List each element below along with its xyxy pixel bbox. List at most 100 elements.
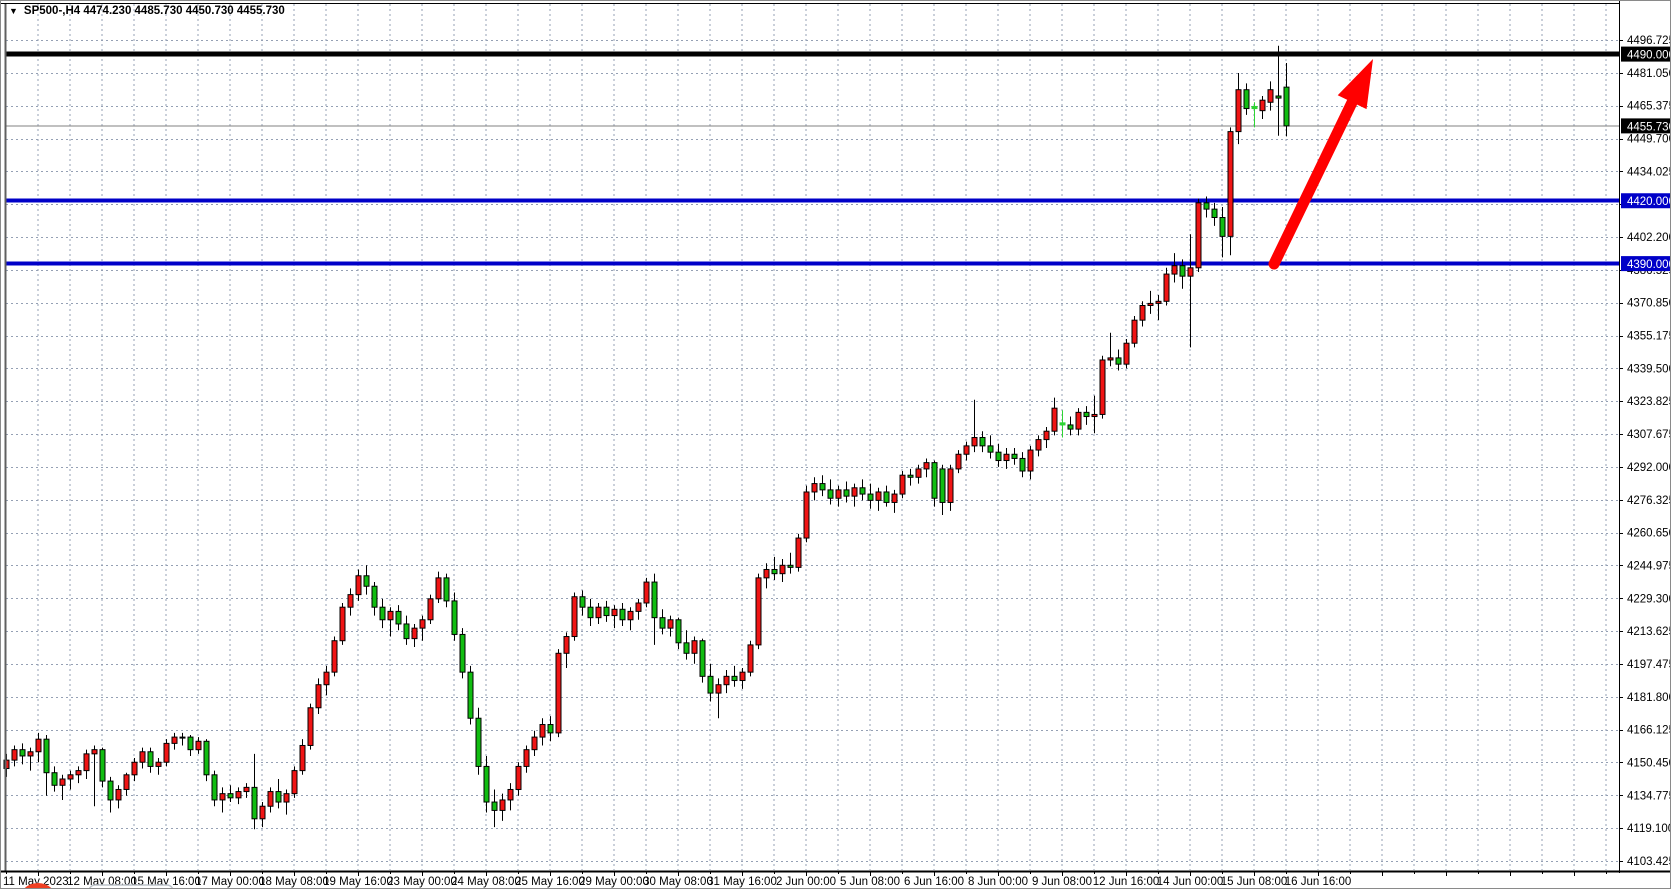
price-badge — [1621, 193, 1670, 209]
price-badge — [1621, 46, 1670, 62]
price-axis-label: 4181.800 — [1627, 692, 1671, 704]
candle-body — [203, 740, 210, 776]
candle-body — [971, 436, 978, 447]
candle-body — [515, 765, 522, 790]
candle-body — [1219, 217, 1226, 237]
candle-body — [1059, 422, 1066, 426]
candle-body — [1235, 89, 1242, 133]
candle-body — [931, 462, 938, 499]
price-axis-label: 4276.325 — [1627, 495, 1671, 507]
price-axis-label: 4355.175 — [1627, 331, 1671, 343]
candle-body — [891, 493, 898, 503]
axis-ticks — [6, 40, 1623, 876]
time-axis-label: 24 May 08:00 — [451, 876, 521, 888]
candle-body — [1259, 99, 1266, 112]
candle-body — [1123, 342, 1130, 365]
candle-body — [19, 749, 26, 757]
candle-body — [499, 799, 506, 811]
price-axis-label: 4307.675 — [1627, 429, 1671, 441]
price-badge-label: 4490.000 — [1627, 50, 1671, 62]
candle-body — [915, 468, 922, 478]
candle-body — [1115, 357, 1122, 365]
candle-body — [323, 671, 330, 686]
candle-body — [643, 581, 650, 604]
candle-body — [899, 474, 906, 495]
candle-body — [1267, 89, 1274, 103]
price-axis-label: 4213.625 — [1627, 626, 1671, 638]
candle-body — [115, 788, 122, 801]
candle-body — [67, 774, 74, 780]
candle-body — [403, 623, 410, 640]
candle-body — [547, 724, 554, 734]
candle-body — [59, 778, 66, 786]
candle-body — [787, 564, 794, 568]
candle-body — [291, 770, 298, 795]
candle-body — [579, 596, 586, 608]
candle-body — [1035, 439, 1042, 451]
price-axis-label: 4260.650 — [1627, 528, 1671, 540]
price-axis-label: 4229.300 — [1627, 593, 1671, 605]
candle-body — [331, 640, 338, 673]
candle-body — [427, 598, 434, 621]
candle-body — [155, 761, 162, 767]
candle-body — [467, 671, 474, 719]
price-axis-label: 4292.000 — [1627, 462, 1671, 474]
candle-body — [1187, 267, 1194, 277]
time-axis-label: 12 Jun 16:00 — [1093, 876, 1160, 888]
candle-body — [1195, 202, 1202, 269]
candle-body — [883, 491, 890, 503]
collapse-triangle-icon[interactable]: ▼ — [9, 6, 18, 16]
candle-body — [1163, 273, 1170, 302]
price-axis-label: 4434.025 — [1627, 166, 1671, 178]
candle-body — [443, 577, 450, 602]
time-axis-label: 2 Jun 00:00 — [776, 876, 836, 888]
candle-body — [1251, 105, 1258, 110]
candle-body — [1027, 449, 1034, 472]
logo-ring-icon — [24, 883, 52, 888]
candle-body — [1211, 208, 1218, 219]
candle-body — [1011, 453, 1018, 459]
candle-body — [315, 684, 322, 709]
candle-body — [603, 606, 610, 617]
time-axis-label: 15 Jun 08:00 — [1221, 876, 1288, 888]
candle-body — [483, 765, 490, 803]
candle-body — [635, 602, 642, 612]
arrow-head[interactable] — [1337, 59, 1373, 110]
time-axis-label: 6 Jun 16:00 — [904, 876, 964, 888]
price-axis-label: 4402.200 — [1627, 232, 1671, 244]
candle-body — [667, 619, 674, 629]
candle-body — [219, 793, 226, 801]
candle-body — [1275, 95, 1282, 99]
candle-body — [1075, 411, 1082, 430]
price-badge-label: 4390.000 — [1627, 259, 1671, 271]
candle-body — [419, 619, 426, 629]
logo-fragment — [24, 883, 174, 888]
trend-arrow[interactable] — [1268, 59, 1373, 270]
time-axis-label: 8 Jun 00:00 — [968, 876, 1028, 888]
candle-body — [75, 770, 82, 776]
candle-body — [763, 568, 770, 579]
time-axis-label: 17 May 00:00 — [195, 876, 265, 888]
candle-body — [1147, 302, 1154, 307]
candle-body — [827, 489, 834, 499]
candle-body — [107, 780, 114, 801]
candle-body — [171, 736, 178, 744]
candle-body — [1019, 457, 1026, 472]
candle-body — [875, 491, 882, 501]
price-axis-label: 4465.375 — [1627, 101, 1671, 113]
candle-body — [563, 636, 570, 654]
time-axis-label: 9 Jun 08:00 — [1032, 876, 1092, 888]
arrow-shaft[interactable] — [1268, 91, 1361, 270]
candle-body — [83, 753, 90, 772]
level-lines — [6, 51, 1619, 266]
price-axis-label: 4166.125 — [1627, 725, 1671, 737]
candle-body — [147, 751, 154, 767]
price-axis-label: 4323.825 — [1627, 396, 1671, 408]
candle-body — [851, 487, 858, 497]
candles — [3, 45, 1290, 830]
candle-body — [243, 786, 250, 793]
time-axis-label: 25 May 16:00 — [515, 876, 585, 888]
